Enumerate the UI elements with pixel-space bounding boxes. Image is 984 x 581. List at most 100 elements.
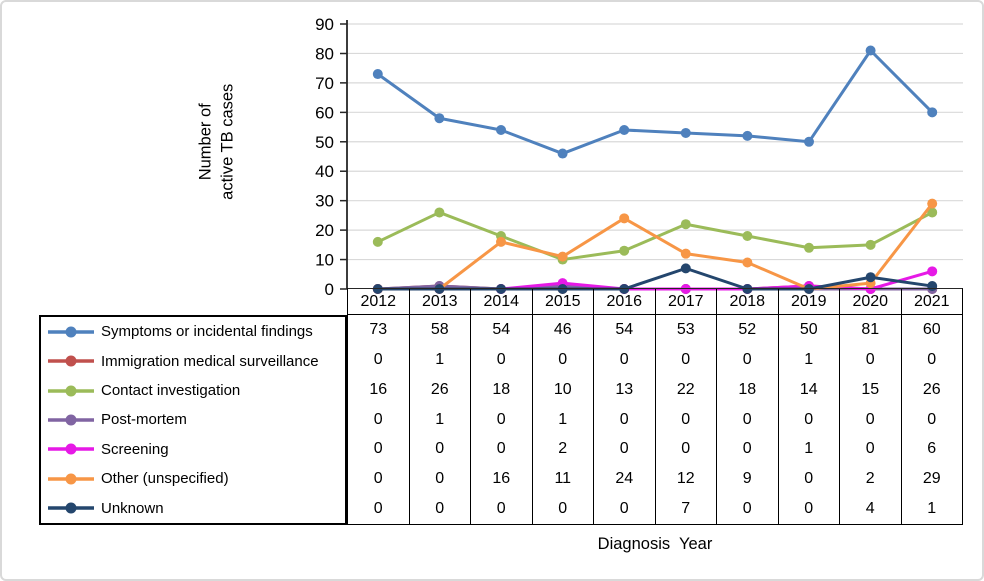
data-table-cell: 0 [681, 410, 691, 428]
year-header-cell: 2012 [360, 292, 397, 310]
data-point-marker [804, 284, 814, 294]
data-table-cell: 2 [865, 470, 875, 488]
data-point-marker [742, 257, 753, 268]
data-table-cell: 14 [799, 380, 818, 398]
data-table-cell: 0 [742, 350, 752, 368]
year-header-cell: 2016 [593, 289, 655, 314]
series-line [376, 49, 934, 156]
legend-dot [65, 326, 77, 338]
y-tick-label: 50 [315, 133, 334, 152]
data-table-cell: 0 [496, 440, 506, 458]
data-point-marker [680, 284, 691, 294]
y-tick-label: 30 [315, 192, 334, 211]
y-tick-label: 20 [315, 221, 334, 240]
data-table-cell: 0 [742, 440, 752, 458]
data-table-cell: 2 [558, 440, 568, 458]
year-header-row: 2012 2013 2014 2015 2016 2017 2018 2019 2020 2021 [347, 288, 963, 315]
data-table-cell: 53 [676, 320, 695, 338]
data-table-cell: 29 [922, 470, 941, 488]
legend-series-marker-icon [48, 385, 94, 397]
data-table-cell: 15 [861, 380, 880, 398]
year-header-cell: 2014 [470, 289, 532, 314]
year-header-cell: 2017 [654, 289, 717, 314]
year-header-cell: 2021 [900, 289, 963, 314]
legend-label: Symptoms or incidental findings [101, 323, 313, 341]
data-table-cell: 0 [681, 440, 691, 458]
y-tick-label: 10 [315, 251, 334, 270]
data-point-marker [557, 284, 568, 294]
data-point-marker [865, 272, 876, 283]
data-point-marker [742, 231, 753, 241]
data-table-cell: 18 [738, 380, 757, 398]
y-tick-label: 0 [325, 280, 334, 299]
data-table-column: 81 0 15 0 0 2 4 [839, 315, 901, 524]
data-point-marker [619, 284, 630, 294]
data-table-column: 60 0 26 0 6 29 1 [900, 315, 963, 524]
x-axis-title: Diagnosis Year [597, 535, 713, 553]
data-point-marker [927, 207, 938, 218]
legend-item: Contact investigation [41, 376, 345, 405]
data-point-marker [804, 136, 814, 147]
legend-series-marker-icon [48, 355, 94, 367]
data-point-marker [865, 45, 876, 56]
data-point-marker [434, 284, 445, 294]
y-tick-label: 90 [315, 15, 334, 34]
data-table-cell: 0 [742, 500, 752, 518]
data-table-cell: 0 [927, 350, 937, 368]
data-table-cell: 7 [681, 500, 691, 518]
data-point-marker [742, 130, 753, 141]
legend-dot [65, 443, 77, 455]
data-table-cell: 60 [922, 320, 941, 338]
data-point-marker [496, 125, 506, 135]
data-table-cell: 26 [922, 380, 941, 398]
data-point-marker [557, 251, 568, 262]
data-table-cell: 0 [373, 470, 383, 488]
data-point-marker [372, 69, 383, 80]
data-table-cell: 4 [865, 500, 875, 518]
line-chart-plot: 0 10 20 30 40 50 60 70 80 90 [315, 15, 963, 299]
data-point-marker [927, 266, 938, 277]
data-table-column: 54 0 13 0 0 24 0 [593, 315, 655, 524]
data-table-cell: 18 [492, 380, 511, 398]
data-table-cell: 24 [615, 470, 634, 488]
y-tick-label: 60 [315, 103, 334, 122]
legend-dot [65, 502, 77, 514]
legend-label: Immigration medical surveillance [101, 352, 319, 370]
data-point-marker [496, 284, 506, 294]
legend-series-marker-icon [48, 414, 94, 426]
data-point-marker [372, 236, 383, 247]
data-table-cell: 81 [861, 320, 880, 338]
data-table-cell: 0 [804, 500, 814, 518]
data-table-cell: 12 [676, 470, 695, 488]
data-table-cell: 0 [619, 410, 629, 428]
data-point-marker [680, 263, 691, 274]
legend-label: Contact investigation [101, 382, 241, 400]
data-point-marker [434, 113, 445, 124]
data-table-cell: 0 [865, 350, 875, 368]
data-table-cell: 0 [373, 410, 383, 428]
data-point-marker [680, 127, 691, 138]
data-table-cell: 58 [430, 320, 449, 338]
data-table-cell: 0 [865, 410, 875, 428]
data-table-cell: 1 [558, 410, 568, 428]
data-table-cell: 0 [496, 350, 506, 368]
year-header-cell: 2020 [839, 289, 901, 314]
series-line [376, 202, 934, 291]
data-table-cell: 50 [799, 320, 818, 338]
data-table-cell: 0 [373, 500, 383, 518]
data-point-marker [619, 125, 630, 135]
year-header-cell: 2019 [777, 289, 840, 314]
legend-dot [65, 355, 77, 367]
legend-item: Post-mortem [41, 405, 345, 434]
data-table-cell: 0 [496, 500, 506, 518]
data-table-column: 58 1 26 1 0 0 0 [408, 315, 471, 524]
data-table-cell: 46 [553, 320, 572, 338]
legend-dot [65, 385, 77, 397]
data-table-cell: 0 [435, 500, 445, 518]
data-table-cell: 0 [496, 410, 506, 428]
data-table-cell: 0 [681, 350, 691, 368]
data-table-cell: 1 [435, 350, 445, 368]
data-point-marker [372, 284, 383, 294]
data-table-cell: 1 [804, 440, 814, 458]
data-table-cell: 0 [927, 410, 937, 428]
